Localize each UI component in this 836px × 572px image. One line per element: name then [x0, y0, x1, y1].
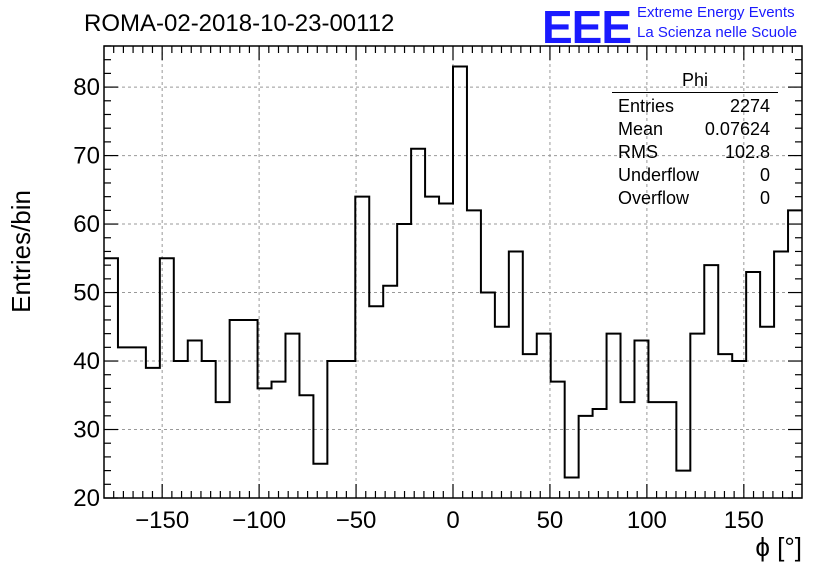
stats-value: 0 [759, 165, 770, 185]
histogram-bin [565, 477, 579, 498]
stats-row: Mean 0.07624 [612, 118, 778, 141]
histogram-bin [118, 347, 132, 498]
stats-label: Mean [618, 119, 664, 139]
stats-row: Overflow 0 [612, 187, 778, 210]
histogram-bin [551, 382, 565, 498]
stats-label: Overflow [618, 188, 690, 208]
histogram-bin [425, 197, 439, 498]
histogram-bin [146, 368, 160, 498]
histogram-bin [439, 204, 453, 498]
x-tick-label: 100 [627, 507, 667, 534]
histogram-bin [453, 67, 467, 498]
tick-labels: −150 −100 −50 0 50 100 150 20 30 40 50 60 70 80 [73, 74, 764, 534]
y-tick-label: 20 [73, 485, 100, 512]
histogram-bin [272, 382, 286, 498]
y-tick-label: 80 [73, 74, 100, 101]
histogram-bin [216, 402, 230, 498]
histogram-bin [621, 402, 635, 498]
histogram-bin [662, 402, 676, 498]
histogram-bin [523, 354, 537, 498]
histogram-bin [690, 334, 704, 498]
histogram-bin [341, 361, 355, 498]
stats-box: Phi Entries 2274 Mean 0.07624 RMS 102.8 Und… [612, 70, 778, 210]
histogram-bin [369, 306, 383, 498]
y-tick-label: 70 [73, 143, 100, 170]
stats-label: RMS [618, 142, 658, 162]
y-tick-label: 50 [73, 280, 100, 307]
histogram-bin [634, 340, 648, 498]
histogram-bin [327, 361, 341, 498]
histogram-bin [579, 416, 593, 498]
histogram-bin [732, 361, 746, 498]
histogram-bin [509, 251, 523, 498]
histogram-bin [230, 320, 244, 498]
eee-logo: EEE [542, 1, 632, 53]
histogram-series [104, 65, 802, 498]
histogram-bin [104, 258, 118, 498]
histogram-bin [607, 334, 621, 498]
x-tick-label: −100 [232, 507, 286, 534]
histogram-bin [746, 272, 760, 498]
histogram-bin [383, 286, 397, 498]
stats-value: 2274 [729, 96, 770, 116]
axis-ticks [104, 45, 802, 499]
histogram-bin [397, 224, 411, 498]
histogram-bin [188, 340, 202, 498]
histogram-bin [495, 327, 509, 498]
histogram-bin [676, 471, 690, 498]
x-tick-label: 50 [537, 507, 564, 534]
y-tick-label: 60 [73, 211, 100, 238]
x-axis-label: ϕ [°] [755, 532, 802, 562]
stats-title: Phi [612, 70, 778, 93]
histogram-bin [285, 334, 299, 498]
histogram-bin [174, 361, 188, 498]
histogram-bin [132, 347, 146, 498]
stats-label: Underflow [618, 165, 700, 185]
logo-line-1: Extreme Energy Events [637, 4, 795, 21]
histogram-bin [467, 210, 481, 498]
histogram-bin [648, 402, 662, 498]
stats-row: RMS 102.8 [612, 141, 778, 164]
histogram-bin [788, 210, 802, 498]
histogram-bin [760, 327, 774, 498]
stats-value: 102.8 [724, 142, 770, 162]
chart-title: ROMA-02-2018-10-23-00112 [84, 10, 395, 37]
histogram-bin [411, 149, 425, 498]
x-tick-label: 150 [724, 507, 764, 534]
x-tick-label: −150 [135, 507, 189, 534]
histogram-bin [704, 265, 718, 498]
stats-row: Entries 2274 [612, 95, 778, 118]
histogram-bin [481, 293, 495, 498]
histogram-step-line [104, 65, 802, 479]
stats-row: Underflow 0 [612, 164, 778, 187]
y-tick-label: 30 [73, 417, 100, 444]
x-tick-label: 0 [446, 507, 459, 534]
histogram-bin [774, 251, 788, 498]
histogram-bin [258, 388, 272, 498]
y-tick-label: 40 [73, 348, 100, 375]
stats-label: Entries [618, 96, 675, 116]
histogram-bin [160, 258, 174, 498]
histogram-bin [313, 464, 327, 498]
histogram-bin [537, 334, 551, 498]
histogram-bin [355, 197, 369, 498]
logo-line-2: La Scienza nelle Scuole [637, 24, 798, 41]
x-tick-label: −50 [336, 507, 377, 534]
histogram-bin [244, 320, 258, 498]
histogram-bin [718, 354, 732, 498]
stats-value: 0 [759, 188, 770, 208]
stats-value: 0.07624 [704, 119, 770, 139]
histogram-bin [202, 361, 216, 498]
histogram-bin [593, 409, 607, 498]
y-axis-label: Entries/bin [6, 190, 36, 313]
histogram-bin [299, 395, 313, 498]
